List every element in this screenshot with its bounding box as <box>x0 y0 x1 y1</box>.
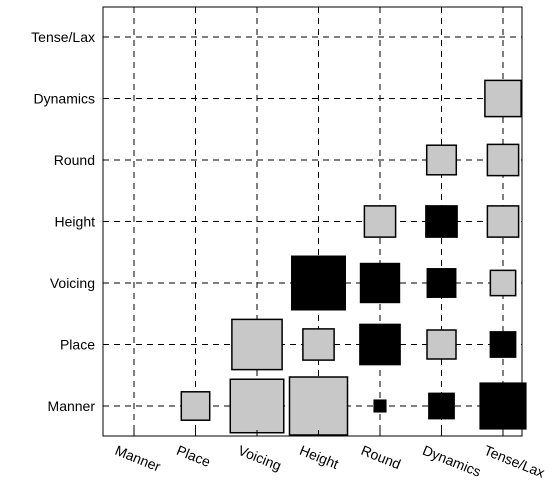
x-axis-tick-labels: Manner Place Voicing Height Round DynamicsTen… <box>113 442 547 481</box>
cell-round-dynamics <box>425 144 458 176</box>
cell-voicing-height <box>291 255 346 311</box>
cell-place-voicing <box>231 318 283 371</box>
cell-voicing-dynamics <box>426 268 457 298</box>
cell-place-dynamics <box>426 329 457 360</box>
x-label-round: Round <box>359 442 403 472</box>
y-label-manner: Manner <box>48 398 96 414</box>
y-label-dynamics: Dynamics <box>34 91 95 107</box>
y-label-voicing: Voicing <box>50 275 95 291</box>
x-label-tense-lax: Tense/Lax <box>482 442 547 481</box>
cell-dynamics-tense-lax <box>484 79 522 118</box>
x-label-manner: Manner <box>113 442 163 475</box>
cell-height-dynamics <box>425 205 458 238</box>
cell-manner-place <box>180 391 211 421</box>
cell-manner-round <box>373 399 387 413</box>
cell-manner-tense-lax <box>479 382 527 430</box>
cell-place-tense-lax <box>489 331 517 358</box>
cell-place-height <box>302 328 335 361</box>
cell-manner-dynamics <box>428 392 455 420</box>
cell-height-round <box>363 205 397 238</box>
y-label-round: Round <box>54 152 95 168</box>
cell-squares <box>180 79 527 436</box>
cell-round-tense-lax <box>486 143 520 177</box>
cell-voicing-tense-lax <box>489 269 517 297</box>
cell-height-tense-lax <box>486 205 520 238</box>
x-label-dynamics: Dynamics <box>420 442 483 480</box>
y-label-height: Height <box>55 214 96 230</box>
x-label-voicing: Voicing <box>236 442 284 474</box>
grid-lines <box>103 7 522 436</box>
x-label-height: Height <box>297 442 341 472</box>
cell-place-round <box>359 323 401 366</box>
tick-marks <box>103 36 504 436</box>
cell-manner-voicing <box>229 378 285 434</box>
y-label-place: Place <box>60 337 95 353</box>
cell-manner-height <box>288 376 349 436</box>
cell-voicing-round <box>359 262 401 304</box>
x-label-place: Place <box>174 442 213 470</box>
y-label-tense-lax: Tense/Lax <box>31 29 95 45</box>
y-axis-tick-labels: Manner Place Voicing Height Round Dynamics Ten… <box>31 29 95 414</box>
